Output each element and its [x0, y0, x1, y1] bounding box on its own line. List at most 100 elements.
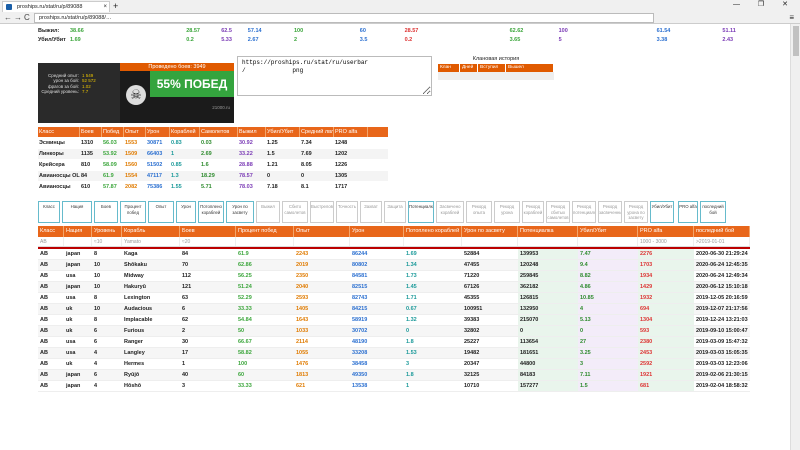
- ships-filter-input[interactable]: 1000 - 3000: [638, 237, 694, 246]
- column-toggle-button[interactable]: Рекорд сбитых самолетов: [546, 201, 570, 223]
- column-toggle-button[interactable]: Засвечено кораблей: [436, 201, 464, 223]
- ships-col-header[interactable]: Процент побед: [236, 226, 294, 237]
- ships-filter-input[interactable]: [578, 237, 638, 246]
- class-col-header[interactable]: Опыт: [124, 127, 146, 137]
- column-toggle-button[interactable]: PRO alfa: [678, 201, 698, 223]
- class-col-header[interactable]: Средний лвл: [301, 127, 334, 137]
- ships-col-header[interactable]: Убил/Убит: [578, 226, 638, 237]
- ships-table-row[interactable]: AB usa 6 Ranger 30 66.67 2114 48190 1.8 25227 1136…: [38, 337, 750, 348]
- ships-filter-input[interactable]: [236, 237, 294, 246]
- ships-cell: 86244: [352, 251, 368, 257]
- ships-filter-input[interactable]: [462, 237, 518, 246]
- ships-col-header[interactable]: Боев: [180, 226, 236, 237]
- column-toggle-button[interactable]: Рекорд урона: [494, 201, 520, 223]
- ships-filter-input[interactable]: [518, 237, 578, 246]
- ships-col-header[interactable]: Класс: [38, 226, 64, 237]
- column-toggle-button[interactable]: Защита: [384, 201, 406, 223]
- class-col-header[interactable]: Самолетов: [200, 127, 238, 137]
- ships-filter-input[interactable]: Yamato: [122, 237, 180, 246]
- class-col-header[interactable]: Боев: [80, 127, 102, 137]
- ships-cell: 61.9: [238, 251, 249, 257]
- ships-cell: 0: [518, 326, 578, 336]
- back-icon[interactable]: ←: [4, 13, 12, 22]
- forward-icon[interactable]: →: [14, 13, 22, 22]
- class-col-header[interactable]: Побед: [102, 127, 124, 137]
- ships-col-header[interactable]: Урон: [350, 226, 404, 237]
- column-toggle-button[interactable]: Потоплено кораблей: [198, 201, 224, 223]
- column-toggle-button[interactable]: Рекорд урона по засвету: [624, 201, 648, 223]
- ships-col-header[interactable]: Потенциалка: [518, 226, 578, 237]
- column-toggle-button[interactable]: Выжил: [256, 201, 280, 223]
- ships-col-header[interactable]: PRO alfa: [638, 226, 694, 237]
- ships-filter-input[interactable]: ≈20: [180, 237, 236, 246]
- ships-filter-input[interactable]: AB: [38, 237, 64, 246]
- userbar-badge: Средний опыт: 1 549 урон за бой: 52 572 фраг…: [38, 63, 234, 123]
- ships-col-header[interactable]: Нация: [64, 226, 92, 237]
- ships-table-row[interactable]: AB uk 6 Furious 2 50 1033 30702 0 32802 0 0 593 2019-…: [38, 326, 750, 337]
- ships-table-row[interactable]: AB japan 6 Ryūjō 40 60 1813 49350 1.8 32125 84183 7…: [38, 370, 750, 381]
- ships-filter-input[interactable]: [350, 237, 404, 246]
- window-controls[interactable]: — ❐ ✕: [732, 1, 796, 8]
- ships-filter-input[interactable]: [64, 237, 92, 246]
- class-col-header[interactable]: Кораблей: [170, 127, 200, 137]
- column-toggle-button[interactable]: последний бой: [700, 201, 726, 223]
- column-toggle-button[interactable]: Убил/Убит: [650, 201, 674, 223]
- column-toggle-button[interactable]: Точность: [336, 201, 358, 223]
- column-toggle-button[interactable]: Нация: [62, 201, 92, 223]
- column-toggle-button[interactable]: Опыт: [148, 201, 174, 223]
- class-col-header[interactable]: Убил/Убит: [266, 127, 300, 137]
- column-toggle-button[interactable]: Рекорд кораблей: [522, 201, 544, 223]
- column-toggle-button[interactable]: Рекорд засвеченных: [598, 201, 622, 223]
- ships-table-row[interactable]: AB japan 10 Hakuryū 121 51.24 2040 82515 1.45 671…: [38, 282, 750, 293]
- new-tab-button[interactable]: +: [113, 1, 119, 11]
- clan-col-header[interactable]: Дней: [460, 64, 478, 72]
- menu-icon[interactable]: ≡: [789, 13, 794, 22]
- userbar-link-field[interactable]: https://proships.ru/stat/ru/userbar / pn…: [237, 56, 432, 96]
- column-toggle-button[interactable]: Выстрелов: [310, 201, 334, 223]
- column-toggle-button[interactable]: Рекорд потенциалки: [572, 201, 596, 223]
- ships-cell: 2019-03-03 15:05:35: [696, 350, 748, 356]
- browser-tab[interactable]: proships.ru/stat/ru/p/89088 ×: [2, 1, 110, 12]
- ships-table-row[interactable]: AB uk 8 Implacable 62 54.84 1643 58919 1.32 39383…: [38, 315, 750, 326]
- ships-table-row[interactable]: AB japan 4 Hōshō 3 33.33 621 13538 1 10710 157277 1…: [38, 381, 750, 392]
- column-toggle-button[interactable]: Процент побед: [120, 201, 146, 223]
- ships-filter-input[interactable]: [404, 237, 462, 246]
- column-toggle-button[interactable]: Потенциалка: [408, 201, 434, 223]
- class-col-header[interactable]: Класс: [38, 127, 80, 137]
- ships-table-row[interactable]: AB uk 4 Hermes 1 100 1476 38458 3 20347 44800 3 2592…: [38, 359, 750, 370]
- ships-filter-input[interactable]: [294, 237, 350, 246]
- column-toggle-button[interactable]: Урон: [176, 201, 196, 223]
- clan-col-header[interactable]: Клан: [438, 64, 460, 72]
- ships-table-row[interactable]: AB usa 8 Lexington 63 52.29 2593 82743 1.71 45355…: [38, 293, 750, 304]
- ships-filter-input[interactable]: ≈10: [92, 237, 122, 246]
- column-toggle-button[interactable]: Боев: [94, 201, 118, 223]
- ships-table-row[interactable]: AB usa 4 Langley 17 58.82 1055 33208 1.53 19482 18…: [38, 348, 750, 359]
- column-toggle-button[interactable]: Сбито самолетов: [282, 201, 308, 223]
- ships-col-header[interactable]: Потоплено кораблей: [404, 226, 462, 237]
- ships-col-header[interactable]: Уровень: [92, 226, 122, 237]
- reload-icon[interactable]: C: [24, 13, 30, 22]
- address-bar[interactable]: proships.ru/stat/ru/p/89088/…: [34, 13, 654, 23]
- class-col-header[interactable]: Урон: [146, 127, 170, 137]
- column-toggle-button[interactable]: Класс: [38, 201, 60, 223]
- column-toggle-button[interactable]: Захват: [360, 201, 382, 223]
- column-toggle-button[interactable]: Урон по засвету: [226, 201, 254, 223]
- class-col-header[interactable]: Выжил: [238, 127, 266, 137]
- ships-table-row[interactable]: AB japan 8 Kaga 84 61.9 2243 86244 1.69 52884 1399…: [38, 249, 750, 260]
- ships-table-row[interactable]: AB japan 10 Shōkaku 70 62.86 2019 80802 1.34 4745…: [38, 260, 750, 271]
- clan-col-header[interactable]: Вступил: [478, 64, 506, 72]
- class-col-header[interactable]: PRO alfa: [334, 127, 368, 137]
- ships-filter-input[interactable]: >2019-01-01: [694, 237, 750, 246]
- column-toggle-button[interactable]: Рекорд опыта: [466, 201, 492, 223]
- ships-table-row[interactable]: AB uk 10 Audacious 6 33.33 1405 84215 0.67 100951…: [38, 304, 750, 315]
- ships-col-header[interactable]: последний бой: [694, 226, 750, 237]
- ships-col-header[interactable]: Корабль: [122, 226, 180, 237]
- ships-col-header[interactable]: Урон по засвету: [462, 226, 518, 237]
- clan-col-header[interactable]: Вышел: [506, 64, 554, 72]
- tab-close-icon[interactable]: ×: [103, 4, 107, 10]
- scrollbar-thumb[interactable]: [793, 26, 799, 56]
- ships-table-row[interactable]: AB usa 10 Midway 112 56.25 2350 84581 1.73 71220 2…: [38, 271, 750, 282]
- scrollbar[interactable]: [790, 24, 800, 450]
- ships-cell: AB: [40, 339, 48, 345]
- ships-col-header[interactable]: Опыт: [294, 226, 350, 237]
